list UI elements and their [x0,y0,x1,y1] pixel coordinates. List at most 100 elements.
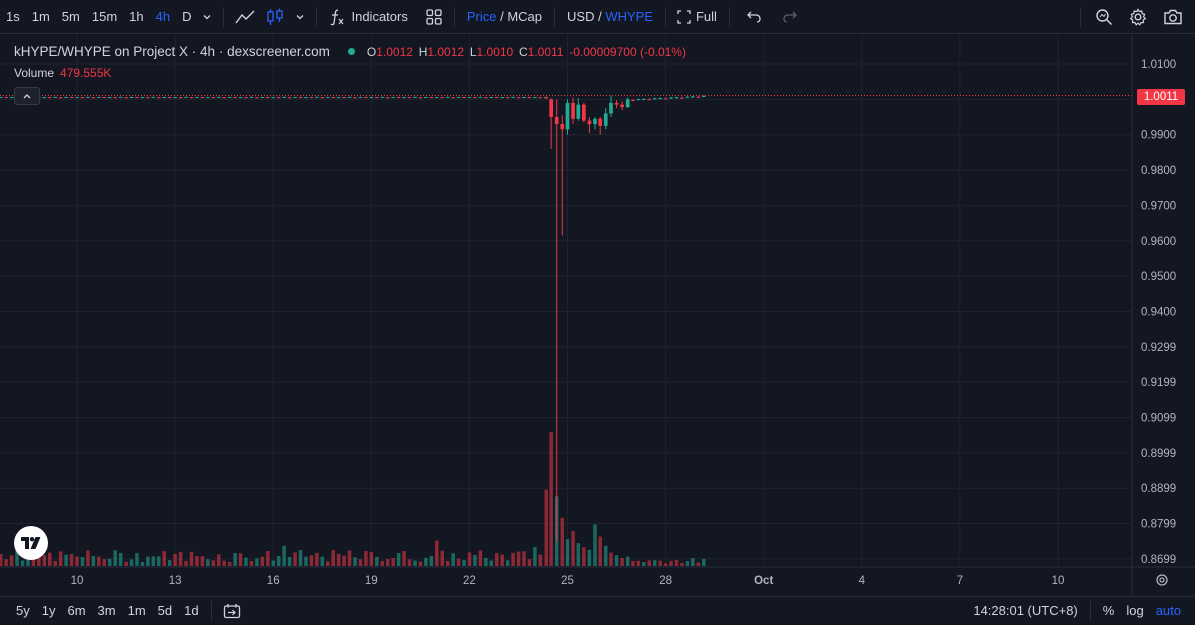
volume-bar [347,550,352,566]
toolbar-divider [728,6,730,27]
chart-legend: kHYPE/WHYPE on Project X · 4h · dexscree… [14,44,688,59]
fullscreen-icon[interactable] [672,0,696,34]
candle-body [233,97,237,99]
interval-4h[interactable]: 4h [155,8,171,24]
volume-bar [15,550,19,566]
volume-bar [516,551,521,566]
toolbar-divider [554,6,556,27]
price-toggle[interactable]: Price / MCap [461,0,542,34]
high-label: H [418,45,428,59]
chevron-up-icon [23,94,31,99]
price-chart[interactable]: 1.01001.00000.99000.98000.97000.96000.95… [0,0,1195,596]
interval-5m[interactable]: 5m [61,8,80,24]
volume-bar [663,563,668,566]
y-tick-label: 0.9299 [1141,342,1176,354]
separator-slash: / [594,8,606,24]
log-toggle[interactable]: log [1126,603,1144,618]
volume-bar [53,561,57,566]
chevron-down-icon[interactable] [197,0,217,34]
y-tick-label: 0.9700 [1141,200,1176,212]
volume-bar [478,550,483,566]
candle-body [42,97,47,99]
volume-bar [233,553,237,566]
candle-body [0,97,3,99]
zoom-search-icon[interactable] [1087,0,1121,34]
candle-body [200,97,205,99]
candle-body [282,96,287,98]
volume-bar [200,556,205,566]
function-icon[interactable] [323,0,351,34]
candle-body [211,97,216,99]
collapse-legend-button[interactable] [14,87,40,105]
redo-icon[interactable] [772,0,808,34]
range-1y[interactable]: 1y [41,603,56,618]
candle-body [325,97,330,99]
range-5d[interactable]: 5d [157,603,173,618]
candle-body [614,102,619,105]
interval-15m[interactable]: 15m [91,8,118,24]
tradingview-logo-icon [21,537,41,549]
volume-bar [418,561,423,566]
full-button[interactable]: Full [695,8,717,24]
volume-bar [680,562,684,566]
candle-body [522,97,526,99]
volume-bar [636,560,641,566]
mcap-label: MCap [507,8,543,24]
y-tick-label: 0.9400 [1141,306,1176,318]
candle-body [227,97,232,99]
candle-body [249,96,254,98]
volume-bar [211,560,216,566]
interval-1h[interactable]: 1h [129,8,144,24]
bottom-right-group: 14:28:01 (UTC+8) % log auto [967,600,1195,621]
candle-body [516,97,521,99]
interval-d[interactable]: D [182,8,192,24]
range-1m[interactable]: 1m [127,603,146,618]
volume-bar [48,552,52,566]
volume-bar [298,550,303,566]
pair-title: kHYPE/WHYPE on Project X · 4h · dexscree… [14,44,330,59]
camera-icon[interactable] [1155,0,1195,34]
interval-1m[interactable]: 1m [31,8,50,24]
y-tick-label: 0.9800 [1141,165,1176,177]
candle-body [47,97,52,99]
interval-1s[interactable]: 1s [6,8,20,24]
candle-body [298,97,303,99]
candle-body [696,96,701,98]
settings-gear-icon[interactable] [1121,0,1155,34]
chevron-down-icon[interactable] [290,0,310,34]
toolbar-divider [210,600,212,621]
tradingview-logo[interactable] [14,526,48,560]
range-5y[interactable]: 5y [16,603,30,618]
volume-bar [685,561,690,566]
volume-bar [113,550,117,566]
volume-bar [658,560,662,566]
range-6m[interactable]: 6m [67,603,86,618]
clock-time[interactable]: 14:28:01 (UTC+8) [973,603,1078,618]
undo-icon[interactable] [736,0,772,34]
y-tick-label: 0.9600 [1141,236,1176,248]
candle-body [456,97,461,99]
x-tick-label: 4 [859,575,866,587]
volume-bar [642,562,646,566]
x-tick-label: 13 [169,575,182,587]
gear-ring [1156,574,1168,586]
volume-bar [266,551,270,566]
volume-bar [42,555,47,566]
percent-toggle[interactable]: % [1102,603,1115,618]
auto-toggle[interactable]: auto [1155,603,1181,618]
currency-toggle[interactable]: USD / WHYPE [561,0,659,34]
layout-grid-icon[interactable] [420,0,448,34]
indicators-button[interactable]: Indicators [351,8,408,24]
volume-bar [227,561,232,566]
line-chart-icon[interactable] [230,0,260,34]
volume-bar [249,560,254,566]
candle-body [396,97,401,99]
goto-date-icon[interactable] [218,597,246,625]
candle-body [582,104,586,121]
range-1d[interactable]: 1d [184,603,199,618]
volume-bar [484,557,488,566]
volume-bar [669,560,673,566]
candles-icon[interactable] [260,0,290,34]
range-3m[interactable]: 3m [97,603,116,618]
volume-bar [511,552,515,566]
